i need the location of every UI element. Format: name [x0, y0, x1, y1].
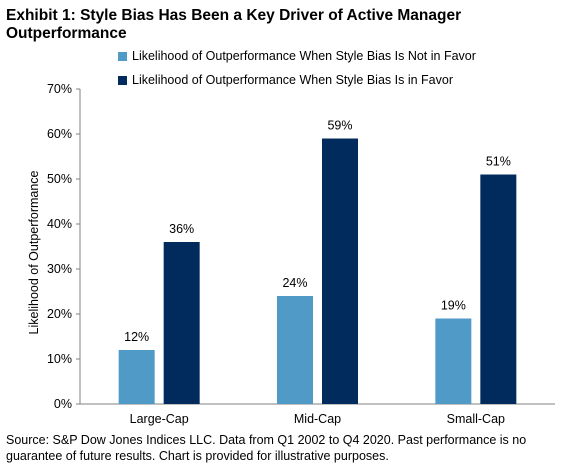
y-axis-title: Likelihood of Outperformance	[27, 170, 41, 334]
bar-not-in-favor	[435, 318, 472, 404]
bar-chart: 0% 10% 20% 30% 40% 50% 60% 70% Large-Cap Mid-Cap…	[27, 82, 555, 426]
x-tick-label: Small-Cap	[447, 412, 505, 426]
data-label: 59%	[327, 119, 352, 133]
data-label: 24%	[282, 276, 307, 290]
y-tick-label: 20%	[47, 307, 72, 321]
y-tick-label: 40%	[47, 217, 72, 231]
legend: Likelihood of Outperformance When Style …	[118, 44, 476, 92]
y-tick-label: 50%	[47, 172, 72, 186]
x-tick-label: Large-Cap	[130, 412, 189, 426]
data-labels: 12% 36% 24% 59% 19% 51%	[124, 119, 511, 345]
y-tick-label: 0%	[54, 397, 72, 411]
bar-in-favor	[163, 242, 200, 404]
y-tick-label: 30%	[47, 262, 72, 276]
legend-item-not-in-favor: Likelihood of Outperformance When Style …	[118, 44, 476, 68]
x-axis: Large-Cap Mid-Cap Small-Cap	[80, 403, 555, 426]
legend-swatch-in-favor	[118, 75, 127, 85]
bar-in-favor	[322, 138, 358, 404]
legend-item-in-favor: Likelihood of Outperformance When Style …	[118, 68, 476, 92]
legend-label-in-favor: Likelihood of Outperformance When Style …	[132, 73, 453, 87]
bar-not-in-favor	[277, 296, 313, 404]
footnote: Source: S&P Dow Jones Indices LLC. Data …	[6, 433, 527, 463]
y-axis: 0% 10% 20% 30% 40% 50% 60% 70%	[47, 82, 81, 411]
legend-swatch-not-in-favor	[118, 51, 127, 61]
data-label: 12%	[124, 330, 149, 344]
data-label: 51%	[486, 155, 511, 169]
data-label: 19%	[441, 299, 466, 313]
data-label: 36%	[169, 222, 194, 236]
legend-label-not-in-favor: Likelihood of Outperformance When Style …	[132, 49, 476, 63]
bars	[118, 138, 517, 404]
y-tick-label: 10%	[47, 352, 72, 366]
chart-title: Exhibit 1: Style Bias Has Been a Key Dri…	[6, 7, 462, 42]
x-tick-label: Mid-Cap	[294, 412, 341, 426]
bar-in-favor	[480, 174, 517, 404]
bar-not-in-favor	[118, 350, 155, 404]
y-tick-label: 60%	[47, 127, 72, 141]
y-tick-label: 70%	[47, 82, 72, 96]
